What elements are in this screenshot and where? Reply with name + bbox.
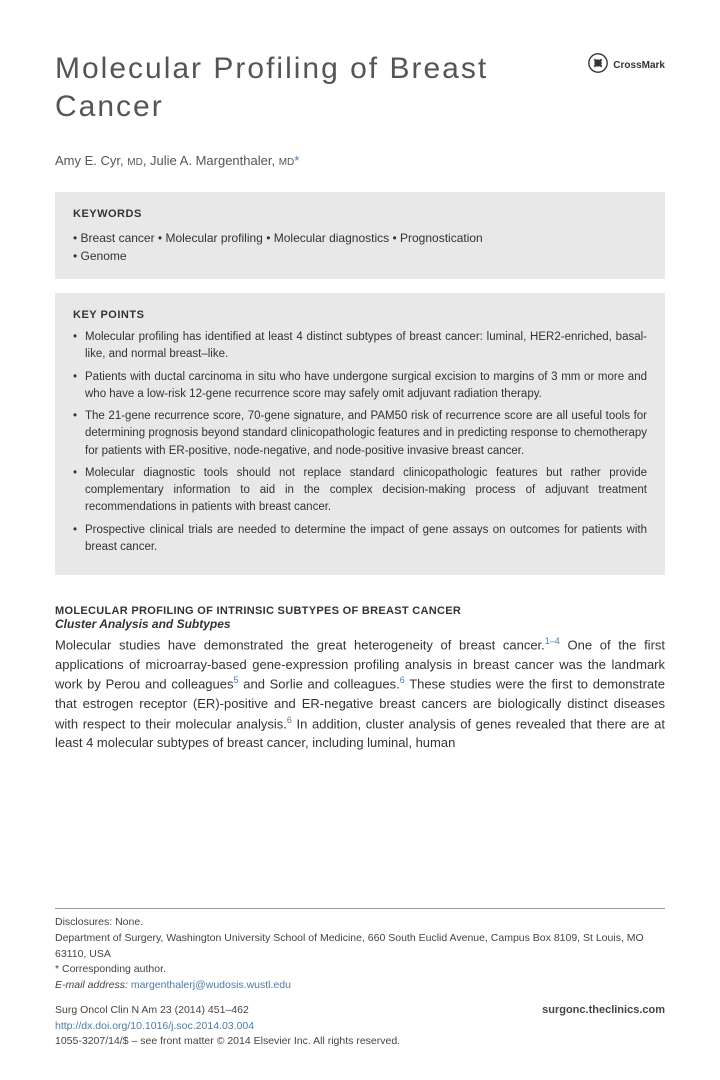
corresponding-marker: * <box>294 153 299 168</box>
subsection-heading: Cluster Analysis and Subtypes <box>55 617 665 631</box>
body-paragraph: Molecular studies have demonstrated the … <box>55 635 665 753</box>
keypoint-item: The 21-gene recurrence score, 70-gene si… <box>73 408 647 460</box>
author-degree: MD <box>127 157 143 168</box>
crossmark-label: CrossMark <box>613 60 665 71</box>
footer-rule <box>55 908 665 909</box>
corresponding-note: * Corresponding author. <box>55 962 665 978</box>
author-name: Amy E. Cyr <box>55 153 120 168</box>
email-line: E-mail address: margenthalerj@wudosis.wu… <box>55 978 665 994</box>
keypoint-item: Molecular diagnostic tools should not re… <box>73 465 647 517</box>
email-label: E-mail address: <box>55 979 128 991</box>
doi-link[interactable]: http://dx.doi.org/10.1016/j.soc.2014.03.… <box>55 1019 400 1035</box>
keypoint-item: Patients with ductal carcinoma in situ w… <box>73 369 647 404</box>
crossmark-badge[interactable]: CrossMark <box>587 52 665 79</box>
journal-citation: Surg Oncol Clin N Am 23 (2014) 451–462 <box>55 1003 400 1019</box>
copyright-line: 1055-3207/14/$ – see front matter © 2014… <box>55 1034 400 1050</box>
keyword: Breast cancer <box>81 231 155 245</box>
keywords-heading: KEYWORDS <box>73 206 647 223</box>
journal-url[interactable]: surgonc.theclinics.com <box>542 1002 665 1019</box>
footer: Disclosures: None. Department of Surgery… <box>55 908 665 1050</box>
keywords-box: KEYWORDS • Breast cancer • Molecular pro… <box>55 192 665 279</box>
keyword: Molecular diagnostics <box>274 231 389 245</box>
disclosures: Disclosures: None. <box>55 915 665 931</box>
section-heading: MOLECULAR PROFILING OF INTRINSIC SUBTYPE… <box>55 605 665 617</box>
crossmark-icon <box>587 52 609 79</box>
keypoints-box: KEY POINTS Molecular profiling has ident… <box>55 293 665 576</box>
keypoints-list: Molecular profiling has identified at le… <box>73 329 647 556</box>
keypoints-heading: KEY POINTS <box>73 307 647 324</box>
body-text-run: Molecular studies have demonstrated the … <box>55 637 545 652</box>
keywords-list: • Breast cancer • Molecular profiling • … <box>73 229 647 265</box>
keypoint-item: Molecular profiling has identified at le… <box>73 329 647 364</box>
keypoint-item: Prospective clinical trials are needed t… <box>73 522 647 557</box>
author-degree: MD <box>279 157 295 168</box>
keyword: Prognostication <box>400 231 483 245</box>
email-link[interactable]: margenthalerj@wudosis.wustl.edu <box>131 979 291 991</box>
keyword: Molecular profiling <box>165 231 262 245</box>
affiliation: Department of Surgery, Washington Univer… <box>55 931 665 963</box>
article-title: Molecular Profiling of Breast Cancer <box>55 50 505 125</box>
author-name: Julie A. Margenthaler <box>150 153 271 168</box>
keyword: Genome <box>81 249 127 263</box>
author-line: Amy E. Cyr, MD, Julie A. Margenthaler, M… <box>55 153 665 168</box>
citation-ref[interactable]: 1–4 <box>545 636 560 646</box>
body-text-run: and Sorlie and colleagues. <box>239 677 400 692</box>
